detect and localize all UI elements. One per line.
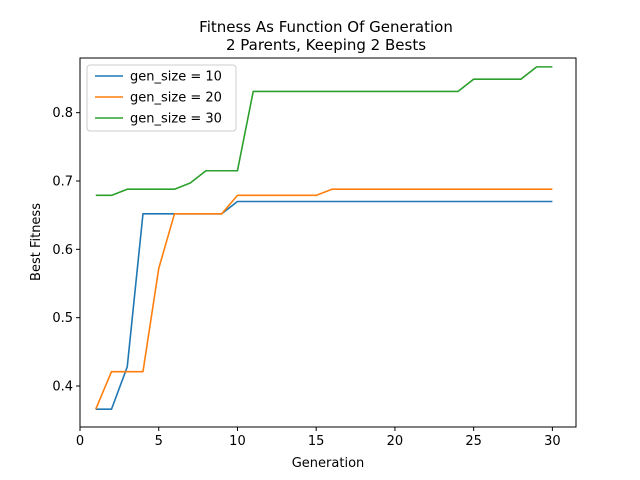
y-tick-label: 0.8: [52, 106, 73, 121]
x-axis-label: Generation: [292, 456, 365, 471]
x-tick-label: 30: [544, 434, 561, 449]
legend-box: [86, 64, 237, 132]
series-line-gen-size-10: [95, 200, 553, 411]
x-tick-label: 5: [155, 434, 163, 449]
y-tick-label: 0.7: [52, 175, 73, 190]
y-tick-label: 0.5: [52, 311, 73, 326]
legend-label: gen_size = 30: [130, 112, 222, 127]
x-tick-label: 15: [308, 434, 325, 449]
legend-label: gen_size = 20: [130, 91, 222, 106]
x-tick-label: 20: [387, 434, 404, 449]
y-tick-label: 0.6: [52, 243, 73, 258]
x-tick-label: 0: [76, 434, 84, 449]
plot-area: 0 5 10 15 20 25 30 0.4 0.5 0.6 0.7 0.8: [52, 66, 561, 449]
legend-label: gen_size = 10: [130, 70, 222, 85]
chart-title: Fitness As Function Of Generation: [199, 18, 453, 36]
chart-subtitle: 2 Parents, Keeping 2 Bests: [226, 36, 426, 54]
legend: gen_size = 10 gen_size = 20 gen_size = 30: [86, 64, 237, 132]
x-tick-label: 10: [229, 434, 246, 449]
x-tick-label: 25: [465, 434, 482, 449]
y-axis-label: Best Fitness: [29, 203, 44, 281]
plot-frame: [79, 57, 577, 428]
y-tick-label: 0.4: [52, 380, 73, 395]
series-line-gen-size-20: [95, 188, 553, 410]
series-line-gen-size-30: [95, 66, 553, 197]
